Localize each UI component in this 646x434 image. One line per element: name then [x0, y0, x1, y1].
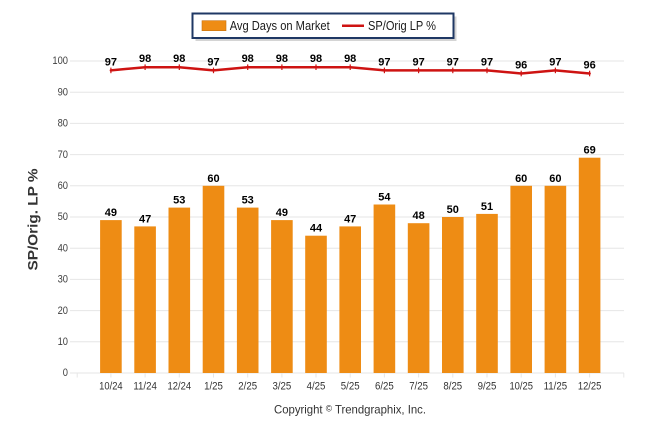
svg-text:97: 97 [481, 56, 493, 68]
svg-text:8/25: 8/25 [443, 381, 462, 393]
svg-text:60: 60 [207, 173, 219, 185]
svg-text:2/25: 2/25 [238, 381, 257, 393]
svg-text:60: 60 [549, 173, 561, 185]
svg-text:9/25: 9/25 [478, 381, 497, 393]
svg-text:12/25: 12/25 [578, 381, 602, 393]
svg-text:48: 48 [412, 210, 424, 222]
svg-text:60: 60 [515, 173, 527, 185]
svg-text:12/24: 12/24 [168, 381, 192, 393]
svg-text:97: 97 [105, 56, 117, 68]
svg-text:40: 40 [58, 242, 68, 254]
svg-text:50: 50 [58, 211, 68, 223]
svg-text:53: 53 [173, 195, 185, 207]
svg-text:Avg Days on Market: Avg Days on Market [230, 19, 330, 33]
svg-text:97: 97 [207, 56, 219, 68]
svg-text:47: 47 [139, 213, 151, 225]
svg-text:60: 60 [58, 180, 68, 192]
svg-text:11/25: 11/25 [544, 381, 568, 393]
svg-text:96: 96 [583, 60, 595, 72]
svg-text:90: 90 [58, 86, 68, 98]
svg-text:97: 97 [447, 56, 459, 68]
svg-text:Copyright © Trendgraphix, Inc.: Copyright © Trendgraphix, Inc. [274, 403, 426, 417]
svg-text:54: 54 [378, 192, 391, 204]
svg-text:SP/Orig LP %: SP/Orig LP % [368, 19, 436, 33]
svg-text:50: 50 [447, 204, 459, 216]
svg-text:96: 96 [515, 60, 527, 72]
svg-text:1/25: 1/25 [204, 381, 223, 393]
svg-text:98: 98 [139, 53, 151, 65]
svg-text:44: 44 [310, 223, 323, 235]
svg-text:49: 49 [276, 207, 288, 219]
svg-text:80: 80 [58, 118, 68, 130]
svg-text:SP/Orig. LP %: SP/Orig. LP % [25, 168, 41, 271]
svg-text:98: 98 [310, 53, 322, 65]
svg-text:10: 10 [58, 336, 68, 348]
svg-text:100: 100 [52, 55, 68, 67]
svg-text:11/24: 11/24 [133, 381, 157, 393]
svg-text:6/25: 6/25 [375, 381, 394, 393]
svg-text:3/25: 3/25 [273, 381, 292, 393]
svg-text:97: 97 [549, 56, 561, 68]
svg-text:30: 30 [58, 274, 68, 286]
svg-text:98: 98 [344, 53, 356, 65]
svg-text:5/25: 5/25 [341, 381, 360, 393]
svg-text:98: 98 [276, 53, 288, 65]
svg-text:51: 51 [481, 201, 493, 213]
svg-text:47: 47 [344, 213, 356, 225]
svg-text:0: 0 [63, 367, 68, 379]
svg-text:98: 98 [242, 53, 254, 65]
svg-text:10/25: 10/25 [509, 381, 533, 393]
svg-text:7/25: 7/25 [409, 381, 428, 393]
svg-text:97: 97 [412, 56, 424, 68]
svg-text:70: 70 [58, 149, 68, 161]
svg-text:97: 97 [378, 56, 390, 68]
svg-text:4/25: 4/25 [307, 381, 326, 393]
svg-text:53: 53 [242, 195, 254, 207]
svg-text:49: 49 [105, 207, 117, 219]
svg-text:10/24: 10/24 [99, 381, 123, 393]
svg-text:69: 69 [583, 145, 595, 157]
svg-text:20: 20 [58, 305, 68, 317]
svg-text:98: 98 [173, 53, 185, 65]
